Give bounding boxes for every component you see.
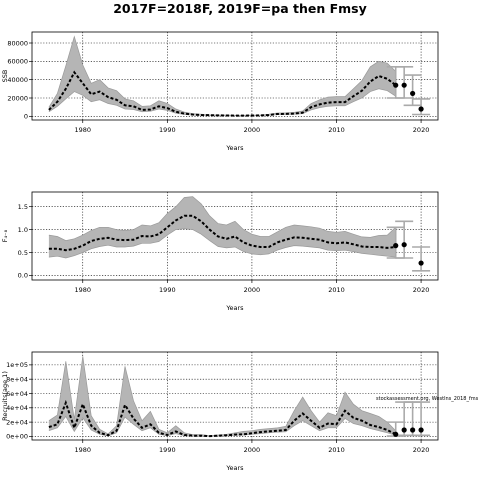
forecast-point (418, 106, 424, 112)
forecast-point (401, 427, 407, 433)
y-tick-label: 0e+00 (6, 433, 28, 441)
x-tick-label: 1990 (159, 446, 176, 454)
x-tick-label: 2020 (413, 286, 430, 294)
x-axis-label: Years (225, 144, 244, 152)
y-tick-label: 80000 (7, 39, 28, 47)
x-tick-label: 1990 (159, 126, 176, 134)
upper-bound-line (48, 196, 396, 241)
y-tick-label: 1.5 (18, 203, 28, 211)
y-tick-label: 60000 (7, 58, 28, 66)
x-tick-label: 2000 (244, 446, 261, 454)
forecast-point (410, 90, 416, 97)
panel-2: 1980 1990 2000 2010 2020 0.0 0.5 1.0 1.5 Years F₄₋… (1, 191, 439, 312)
panel-3: 1980 1990 2000 2010 2020 0e+00 2e+04 4e+04 6e+04… (1, 351, 439, 472)
x-tick-label: 1980 (74, 446, 91, 454)
y-tick-label: 0.0 (18, 272, 28, 280)
forecast-point (393, 82, 399, 88)
x-axis-label: Years (225, 304, 244, 312)
y-tick-label: 1.0 (18, 226, 28, 234)
x-tick-label: 2010 (328, 126, 345, 134)
forecast-point (401, 82, 407, 88)
y-tick-label: 1e+05 (6, 361, 28, 369)
y-tick-label: 6e+04 (6, 390, 28, 398)
estimate-line (48, 214, 396, 252)
x-tick-label: 2010 (328, 446, 345, 454)
forecast-point (393, 431, 399, 437)
x-tick-label: 1980 (74, 286, 91, 294)
y-axis-label: F₄₋₈ (1, 229, 9, 242)
forecast-point (410, 427, 416, 433)
chart-title: 2017F=2018F, 2019F=pa then Fmsy (113, 1, 367, 16)
y-tick-label: 0 (24, 113, 28, 121)
lower-bound-line (48, 228, 396, 259)
y-tick-label: 2e+04 (6, 418, 28, 426)
y-tick-label: 4e+04 (6, 404, 28, 412)
x-tick-label: 2010 (328, 286, 345, 294)
y-tick-label: 20000 (7, 94, 28, 102)
upper-bound-line (48, 356, 396, 437)
source-annotation: stockassessment.org, Westlns_2018_fms (376, 396, 479, 402)
forecast-point (401, 242, 407, 248)
x-tick-label: 2000 (244, 126, 261, 134)
confidence-band (48, 356, 396, 437)
x-tick-label: 2020 (413, 126, 430, 134)
forecast-point (393, 243, 399, 249)
axes-frame (31, 351, 439, 441)
forecast-point (418, 427, 424, 433)
forecast-point (418, 260, 424, 266)
y-tick-label: 0.5 (18, 249, 28, 257)
estimate-line (48, 70, 397, 117)
confidence-band (48, 196, 396, 258)
x-axis-label: Years (225, 464, 244, 472)
y-tick-label: 8e+04 (6, 375, 28, 383)
confidence-band (48, 36, 396, 116)
axes-frame (31, 191, 439, 281)
y-axis-label: Recruits(age 1) (1, 371, 9, 421)
y-tick-label: 40000 (7, 76, 28, 84)
x-tick-label: 2000 (244, 286, 261, 294)
panel-1: 1980 1990 2000 2010 2020 0 20000 40000 60000 8000… (1, 31, 439, 152)
y-axis-label: SSB (1, 70, 9, 83)
x-tick-label: 2020 (413, 446, 430, 454)
x-tick-label: 1980 (74, 126, 91, 134)
x-tick-label: 1990 (159, 286, 176, 294)
axes-frame (31, 31, 439, 121)
